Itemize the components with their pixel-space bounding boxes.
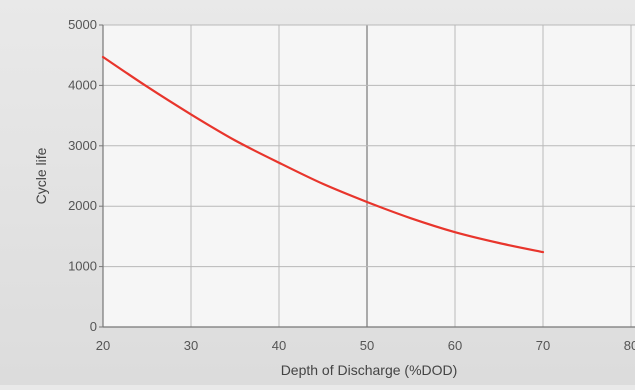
y-tick-label: 2000 bbox=[68, 198, 97, 213]
x-tick-label: 60 bbox=[448, 338, 462, 353]
x-tick-label: 20 bbox=[96, 338, 110, 353]
x-tick-label: 30 bbox=[184, 338, 198, 353]
x-tick-label: 80 bbox=[624, 338, 635, 353]
y-axis-label: Cycle life bbox=[33, 147, 49, 204]
y-tick-label: 3000 bbox=[68, 138, 97, 153]
grid bbox=[99, 24, 635, 328]
tick-labels: 20 30 40 50 60 70 80 0 1000 2000 3000 4000 5000 bbox=[68, 17, 635, 353]
cycle-life-curve bbox=[101, 55, 545, 254]
y-tick-label: 0 bbox=[90, 319, 97, 334]
axes bbox=[102, 25, 635, 328]
plot-background bbox=[103, 25, 635, 327]
x-tick-label: 70 bbox=[536, 338, 550, 353]
y-tick-label: 5000 bbox=[68, 17, 97, 32]
y-tick-label: 4000 bbox=[68, 77, 97, 92]
y-tick-label: 1000 bbox=[68, 259, 97, 274]
x-tick-label: 50 bbox=[360, 338, 374, 353]
x-axis-label: Depth of Discharge (%DOD) bbox=[281, 362, 458, 378]
x-tick-label: 40 bbox=[272, 338, 286, 353]
